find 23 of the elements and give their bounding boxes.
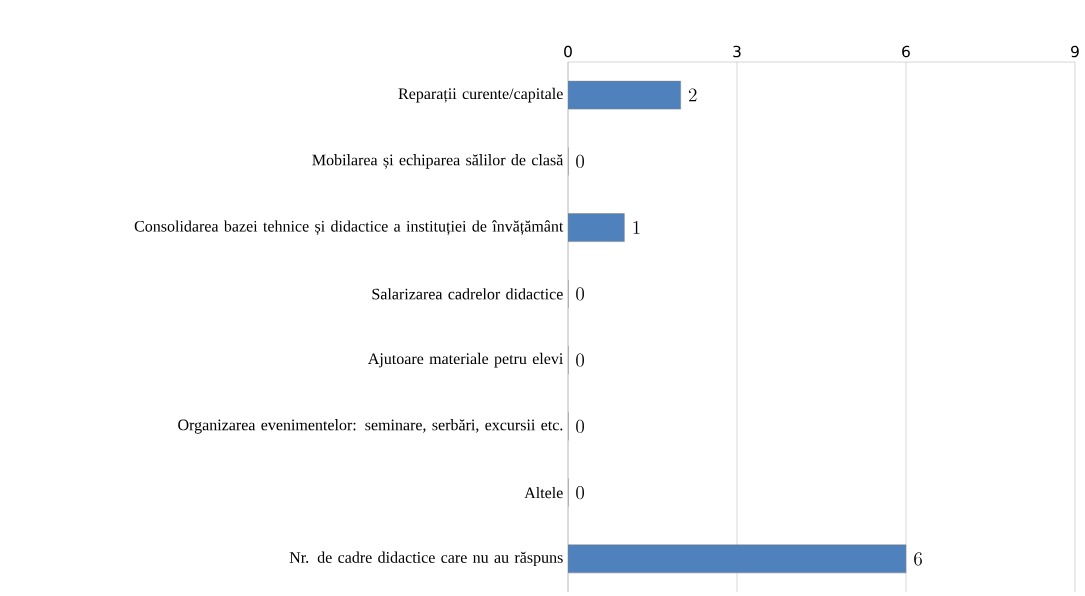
y-tick-label: Reparații curente/capitale (398, 87, 563, 103)
y-tick-label: Nr. de cadre didactice care nu au răspuns (289, 551, 563, 567)
y-tick-label: Mobilarea și echiparea sălilor de clasă (312, 154, 564, 169)
bar (568, 80, 681, 110)
x-tick-label: 6 (902, 45, 910, 58)
data-label: 0 (576, 287, 584, 301)
data-label: 0 (576, 353, 584, 367)
x-tick-label: 9 (1071, 45, 1079, 58)
bar (568, 544, 907, 574)
x-tick-label: 0 (564, 45, 572, 58)
data-label: 2 (688, 88, 697, 102)
data-label: 1 (633, 221, 640, 234)
data-label: 0 (576, 486, 584, 500)
y-tick-label: Organizarea evenimentelor: seminare, serbări, excursii etc. (178, 419, 563, 434)
y-tick-label: Altele (524, 486, 563, 499)
bar (568, 213, 625, 242)
y-tick-label: Ajutoare materiale petru elevi (367, 352, 563, 368)
data-label: 0 (576, 154, 584, 168)
y-tick-label: Salarizarea cadrelor didactice (372, 288, 563, 300)
data-label: 6 (914, 552, 922, 566)
data-label: 0 (576, 419, 584, 433)
y-tick-label: Consolidarea bazei tehnice și didactice a instituției de învățământ (134, 220, 564, 235)
x-tick-label: 3 (733, 45, 741, 58)
